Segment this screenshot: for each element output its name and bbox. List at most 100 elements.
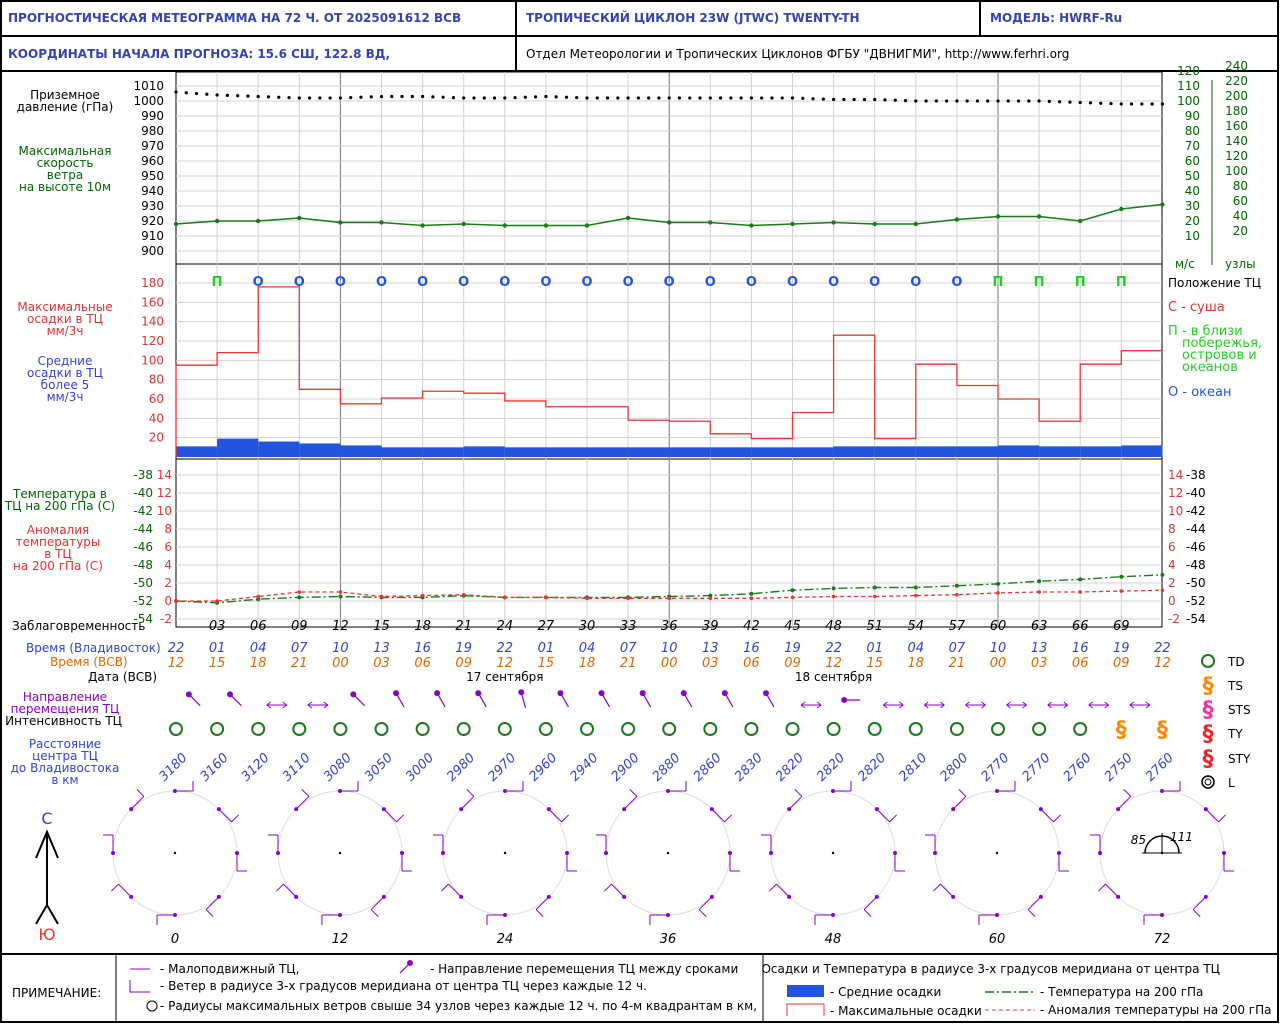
precip-avg-bar-8 xyxy=(504,447,546,457)
temp-tick-right--46: -46 xyxy=(1186,540,1206,554)
pressure-tick-940: 940 xyxy=(141,184,164,198)
max-wind-point-23 xyxy=(1119,206,1124,212)
time-utc-0: 12 xyxy=(168,656,185,671)
anom-tick-left-8: 8 xyxy=(164,522,172,536)
pressure-point-19-1 xyxy=(965,99,969,103)
wind-barb-0-7 xyxy=(130,796,145,810)
footer-max-icon xyxy=(786,1003,825,1016)
stationary-heads-2 xyxy=(266,701,288,709)
position-marker-5: О xyxy=(417,275,428,290)
anom-tick-right-6: 6 xyxy=(1168,540,1176,554)
lead-tick-33: 33 xyxy=(620,619,637,634)
lead-tick-30: 30 xyxy=(579,619,596,634)
pressure-point-10-3 xyxy=(616,96,620,100)
pressure-point-23-3 xyxy=(1150,102,1154,106)
precip-avg-bar-15 xyxy=(792,447,834,457)
pressure-point-15-0 xyxy=(790,96,795,100)
temp-label-line-0: Температура в xyxy=(12,487,107,501)
distance-9: 2960 xyxy=(526,751,560,785)
anom-tick-left-10: 10 xyxy=(157,504,172,518)
distance-19: 2800 xyxy=(937,751,971,785)
precip-tick-160: 160 xyxy=(141,295,164,309)
page-title: ПРОГНОСТИЧЕСКАЯ МЕТЕОГРАММА НА 72 Ч. ОТ … xyxy=(8,11,462,25)
precip-avg-bar-7 xyxy=(463,446,505,457)
intensity-td-6 xyxy=(415,722,430,736)
intensity-ts-23: § xyxy=(1116,718,1127,743)
wind-barb-72-5 xyxy=(1105,883,1119,898)
anom-tick-left-14: 14 xyxy=(157,468,172,482)
anomaly-200-point-1 xyxy=(215,599,219,603)
intensity-td-0 xyxy=(169,722,183,736)
position-marker-22: П xyxy=(1116,275,1127,290)
pressure-point-22-2 xyxy=(1099,101,1103,105)
precip-avg-bar-17 xyxy=(874,446,916,457)
temp-tick-right--50: -50 xyxy=(1186,576,1206,590)
position-marker-19: П xyxy=(993,275,1004,290)
intensity-ts-24: § xyxy=(1157,718,1168,743)
anomaly-200-point-0 xyxy=(174,599,178,603)
pressure-point-1-0 xyxy=(215,93,219,97)
precip-tick-60: 60 xyxy=(149,392,164,406)
pressure-point-12-1 xyxy=(677,96,682,100)
position-legend-title: Положение ТЦ xyxy=(1168,276,1261,290)
legend-l-label: L xyxy=(1228,776,1235,790)
max-wind-point-8 xyxy=(502,223,507,228)
distance-label-line-0: Расстояние xyxy=(29,737,101,751)
max-wind-point-17 xyxy=(872,221,877,227)
position-marker-10: О xyxy=(623,275,634,290)
max-wind-point-18 xyxy=(913,221,918,227)
wind-barb-24-5 xyxy=(448,883,462,898)
max-wind-point-0 xyxy=(173,221,179,227)
temp-200-point-13 xyxy=(708,593,713,598)
wind-kt-unit: узлы xyxy=(1225,257,1256,271)
pressure-tick-1000: 1000 xyxy=(133,94,164,108)
pressure-point-2-1 xyxy=(266,95,271,99)
compass-north: С xyxy=(41,809,52,828)
date-label: Дата (ВСВ) xyxy=(88,670,157,684)
anomaly-200-point-10 xyxy=(585,596,589,601)
radii-value-0: 85 xyxy=(1131,833,1146,847)
time-vlad-6: 16 xyxy=(414,641,431,656)
pressure-point-12-2 xyxy=(688,96,692,100)
distance-10: 2940 xyxy=(568,751,602,785)
position-marker-6: О xyxy=(458,275,469,290)
position-marker-14: О xyxy=(787,275,798,290)
wind-barb-flag-36-5 xyxy=(604,883,612,892)
time-utc-13: 03 xyxy=(702,656,719,671)
lead-tick-24: 24 xyxy=(497,619,514,634)
pressure-point-16-0 xyxy=(832,97,836,102)
temp-tick-right--40: -40 xyxy=(1186,486,1206,500)
wind-kt-tick-60: 60 xyxy=(1233,194,1248,208)
distance-11: 2900 xyxy=(609,751,643,785)
organization: Отдел Метеорологии и Тропических Циклоно… xyxy=(526,47,1070,61)
anom-label-line-2: в ТЦ xyxy=(44,547,72,561)
anomaly-200-point-7 xyxy=(461,592,466,597)
pressure-point-8-1 xyxy=(513,96,517,100)
wind-kt-tick-20: 20 xyxy=(1233,224,1248,238)
footer-avg: - Средние осадки xyxy=(830,985,941,999)
pressure-point-4-0 xyxy=(338,96,342,100)
precip-avg-bar-11 xyxy=(628,447,670,457)
wind-kt-tick-160: 160 xyxy=(1225,119,1248,133)
wind-ms-tick-90: 90 xyxy=(1185,109,1200,123)
legend-sty-label: STY xyxy=(1228,752,1251,766)
pressure-point-20-0 xyxy=(996,99,1000,103)
legend-sts-icon: § xyxy=(1203,698,1214,723)
pressure-point-19-0 xyxy=(955,99,959,103)
max-wind-point-14 xyxy=(749,223,754,228)
precip-max-label-line-1: осадки в ТЦ xyxy=(27,312,103,326)
anomaly-200-point-22 xyxy=(1078,590,1082,594)
wind-barb-flag-36-3 xyxy=(698,909,707,917)
distance-13: 2860 xyxy=(691,751,725,785)
footer-precip-title: Осадки и Температура в радиусе 3-х граду… xyxy=(761,962,1220,976)
distance-23: 2750 xyxy=(1102,751,1136,785)
direction-label-line-1: перемещения ТЦ xyxy=(11,702,120,716)
wind-barb-12-5 xyxy=(283,883,297,898)
pressure-point-17-1 xyxy=(883,98,887,102)
time-utc-20: 00 xyxy=(990,656,1007,671)
anom-label-line-3: на 200 гПа (С) xyxy=(13,559,103,573)
precip-avg-bar-22 xyxy=(1080,446,1122,457)
compass-arrow xyxy=(35,829,59,859)
precip-tick-180: 180 xyxy=(141,276,164,290)
legend-ty-label: TY xyxy=(1227,727,1243,741)
